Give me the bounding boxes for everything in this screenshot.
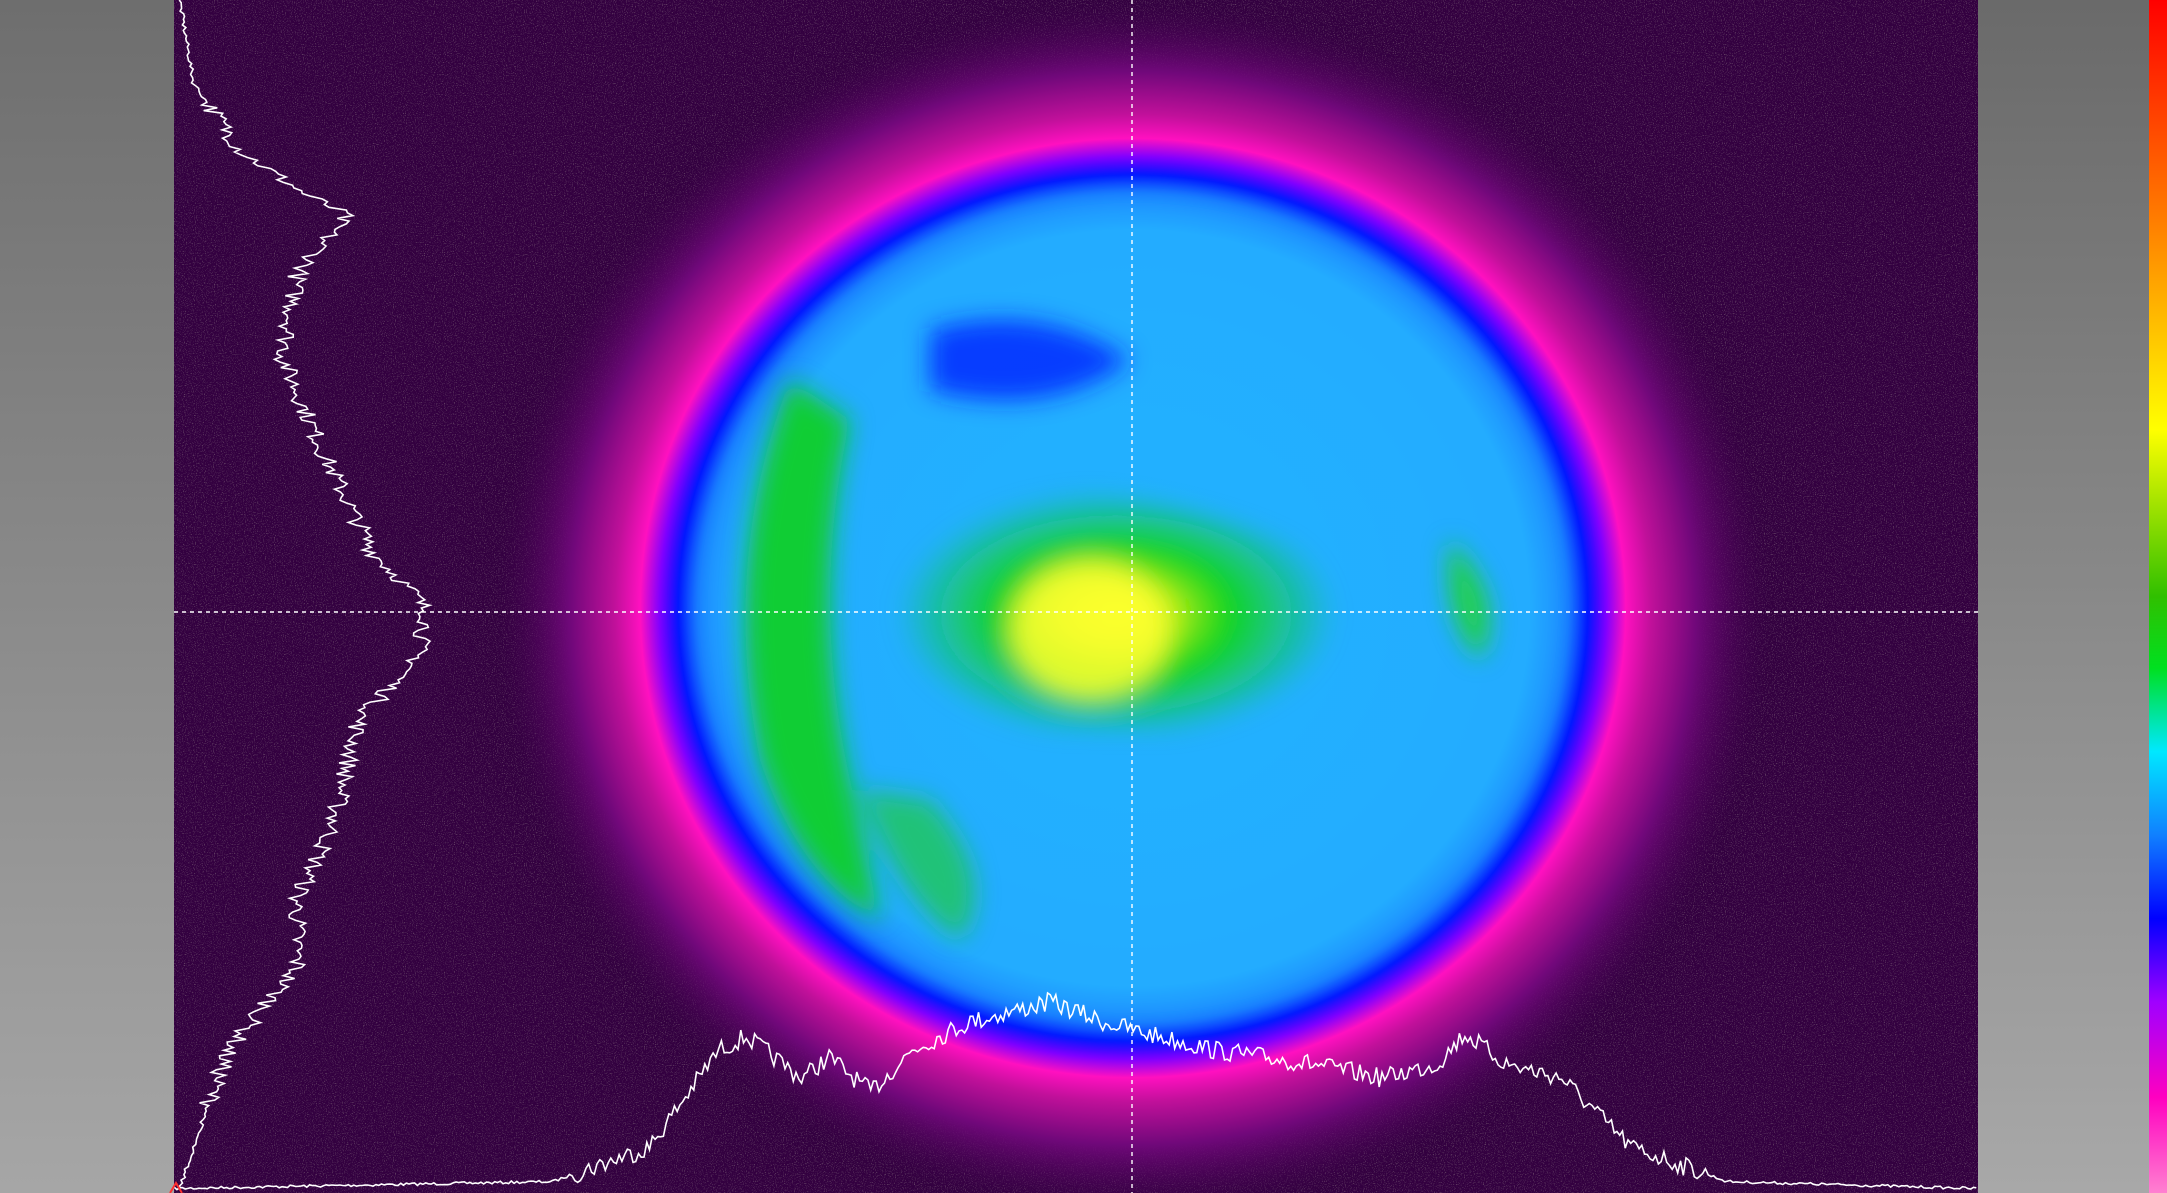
origin-marker [169, 1181, 183, 1193]
vertical-profile [178, 0, 433, 1189]
right-panel [1978, 0, 2149, 1193]
color-scale [2149, 0, 2167, 1193]
beam-image [174, 0, 1978, 1193]
beam-structure [745, 320, 1490, 940]
left-panel [0, 0, 174, 1193]
horizontal-profile [173, 991, 1977, 1191]
